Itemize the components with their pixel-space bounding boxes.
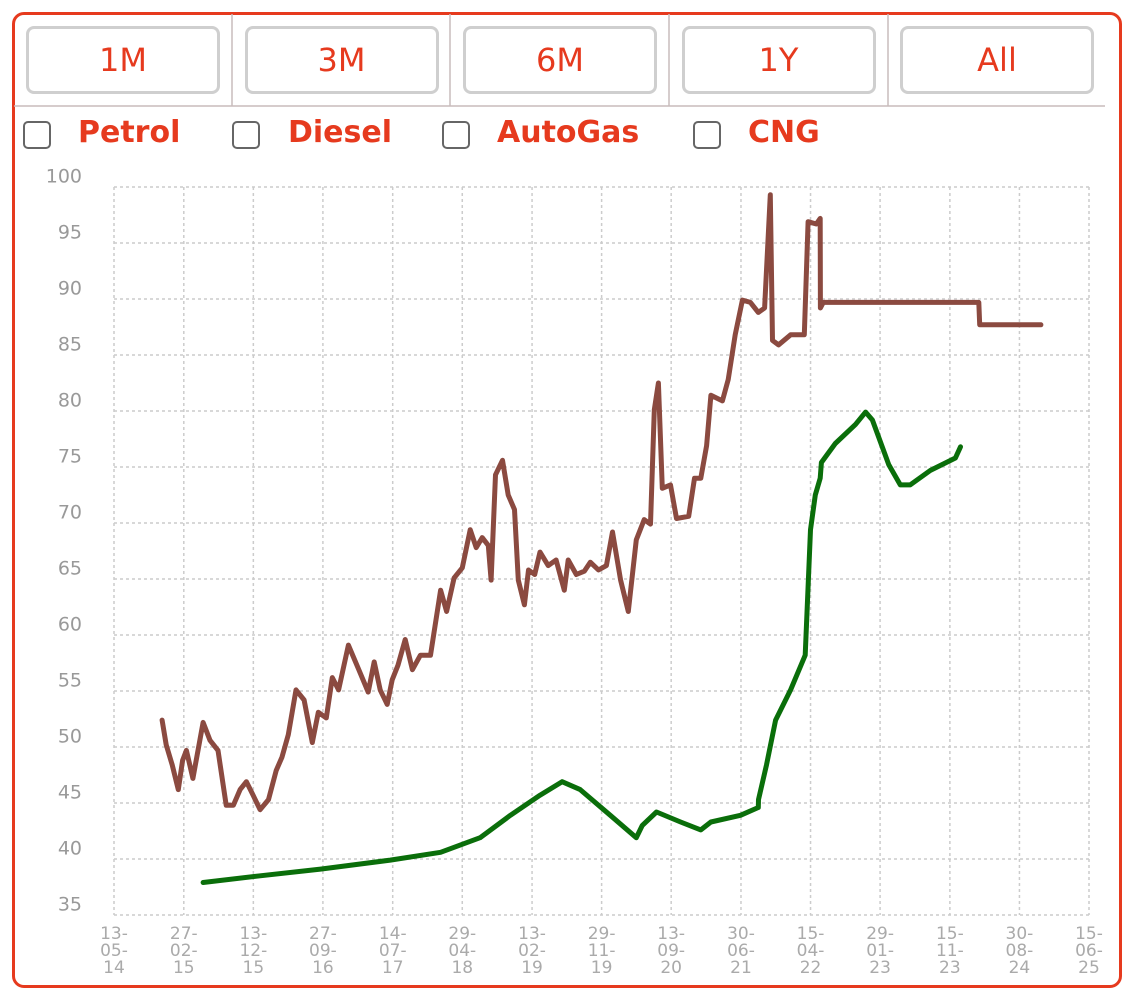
x-tick-label: 30-06-21 [727, 924, 755, 978]
y-tick-label: 85 [58, 334, 82, 356]
x-tick-label: 27-02-15 [169, 924, 198, 978]
x-tick-label: 15-11-23 [935, 924, 964, 978]
x-tick-label: 15-06-25 [1075, 924, 1103, 978]
checkbox[interactable] [23, 121, 51, 149]
checkbox[interactable] [693, 121, 721, 149]
range-button[interactable]: All [900, 26, 1094, 94]
y-tick-label: 100 [46, 166, 82, 188]
checkbox-label[interactable]: AutoGas [497, 115, 640, 150]
x-tick-label: 14-07-17 [378, 924, 407, 978]
y-tick-label: 95 [58, 222, 82, 244]
y-tick-label: 60 [58, 614, 82, 636]
series-line [159, 192, 1044, 813]
x-tick-label: 13-05-14 [100, 924, 128, 978]
checkbox-label[interactable]: Diesel [288, 115, 393, 150]
checkbox[interactable] [442, 121, 470, 149]
x-tick-label: 15-04-22 [796, 924, 825, 978]
x-tick-label: 13-12-15 [239, 924, 268, 978]
x-tick-label: 27-09-16 [309, 924, 337, 978]
range-button[interactable]: 3M [244, 26, 439, 94]
checkbox[interactable] [232, 121, 260, 149]
y-tick-label: 55 [58, 670, 82, 692]
x-tick-label: 29-04-18 [448, 924, 477, 978]
y-tick-label: 50 [58, 726, 82, 748]
x-tick-label: 29-01-23 [866, 924, 894, 978]
x-tick-label: 29-11-19 [587, 924, 616, 978]
range-button[interactable]: 6M [463, 26, 657, 94]
series-line [200, 409, 963, 885]
y-tick-label: 80 [58, 390, 82, 412]
y-tick-label: 75 [58, 446, 82, 468]
x-tick-label: 13-09-20 [657, 924, 686, 978]
y-tick-label: 40 [58, 838, 82, 860]
y-tick-label: 35 [58, 894, 82, 916]
checkbox-label[interactable]: Petrol [78, 115, 181, 150]
range-button[interactable]: 1M [26, 26, 220, 94]
y-tick-label: 90 [58, 278, 82, 300]
range-button[interactable]: 1Y [681, 26, 876, 94]
frame [12, 12, 1122, 988]
checkbox-label[interactable]: CNG [748, 115, 820, 150]
x-tick-label: 13-02-19 [518, 924, 546, 978]
x-tick-label: 30-08-24 [1005, 924, 1034, 978]
y-tick-label: 45 [58, 782, 82, 804]
y-tick-label: 70 [58, 502, 82, 524]
y-tick-label: 65 [58, 558, 82, 580]
